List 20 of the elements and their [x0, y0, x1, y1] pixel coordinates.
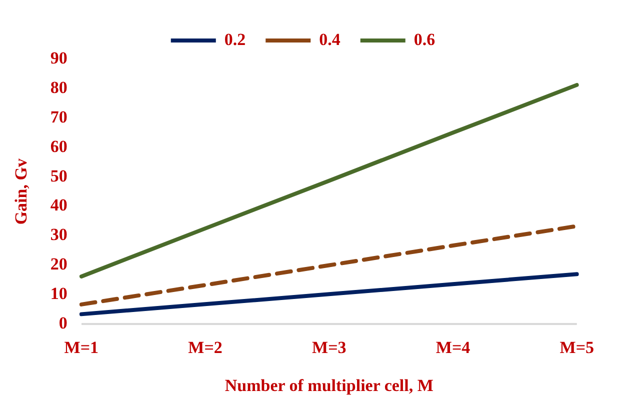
y-tick-label: 20 — [50, 254, 68, 274]
legend-label: 0.6 — [414, 30, 436, 49]
y-axis-title: Gain, Gv — [12, 158, 31, 225]
y-tick-label: 70 — [50, 107, 68, 126]
y-tick-label: 90 — [50, 48, 68, 68]
y-tick-label: 60 — [50, 136, 68, 156]
y-tick-label: 80 — [50, 78, 68, 97]
x-tick-label: M=1 — [64, 338, 99, 357]
x-tick-label: M=4 — [436, 338, 471, 357]
y-tick-label: 0 — [58, 314, 68, 333]
y-tick-label: 50 — [50, 166, 68, 186]
x-tick-label: M=2 — [188, 338, 222, 357]
x-tick-label: M=3 — [312, 338, 346, 357]
y-tick-label: 30 — [50, 225, 68, 244]
legend-label: 0.2 — [224, 30, 246, 49]
legend-label: 0.4 — [319, 30, 341, 49]
x-tick-label: M=5 — [560, 338, 594, 357]
x-axis-title: Number of multiplier cell, M — [224, 376, 434, 396]
y-tick-label: 40 — [50, 196, 68, 215]
y-tick-label: 10 — [50, 284, 68, 304]
